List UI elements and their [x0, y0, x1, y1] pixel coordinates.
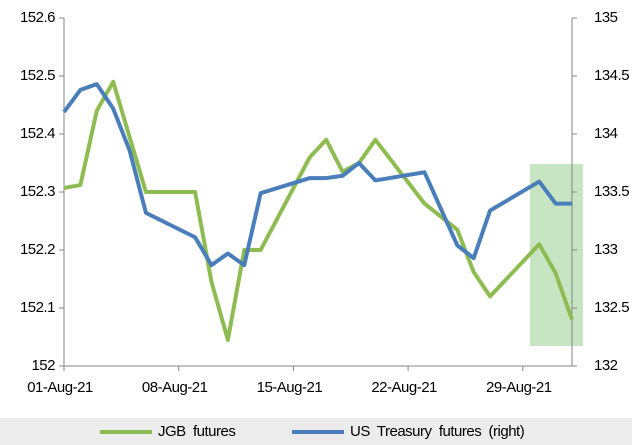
y2-tick-label: 132.5 — [594, 299, 629, 316]
y2-tick-label: 134.5 — [594, 67, 629, 84]
legend-label: JGB futures — [158, 423, 235, 440]
y-tick-label: 152 — [31, 357, 55, 374]
legend: JGB futures US Treasury futures (right) — [100, 423, 525, 440]
x-tick-label: 08-Aug-21 — [142, 379, 208, 396]
x-tick-label: 22-Aug-21 — [371, 379, 437, 396]
y-tick-label: 152.6 — [20, 9, 55, 26]
series-line — [63, 79, 574, 342]
legend-label: US Treasury futures (right) — [350, 423, 525, 440]
x-tick-label: 29-Aug-21 — [486, 379, 552, 396]
x-tick-label: 15-Aug-21 — [257, 379, 323, 396]
y2-tick-label: 133.5 — [594, 183, 629, 200]
y-tick-label: 152.4 — [20, 125, 55, 142]
y2-tick-label: 134 — [594, 125, 618, 142]
y2-tick-label: 132 — [594, 357, 618, 374]
y-tick-label: 152.5 — [20, 67, 55, 84]
x-tick-label: 01-Aug-21 — [27, 379, 93, 396]
y-tick-label: 152.3 — [20, 183, 55, 200]
highlight-region — [530, 164, 583, 346]
y2-tick-label: 133 — [594, 241, 618, 258]
y-tick-label: 152.2 — [20, 241, 55, 258]
y-tick-label: 152.1 — [20, 299, 55, 316]
y2-tick-label: 135 — [594, 9, 618, 26]
series-line — [62, 82, 572, 268]
